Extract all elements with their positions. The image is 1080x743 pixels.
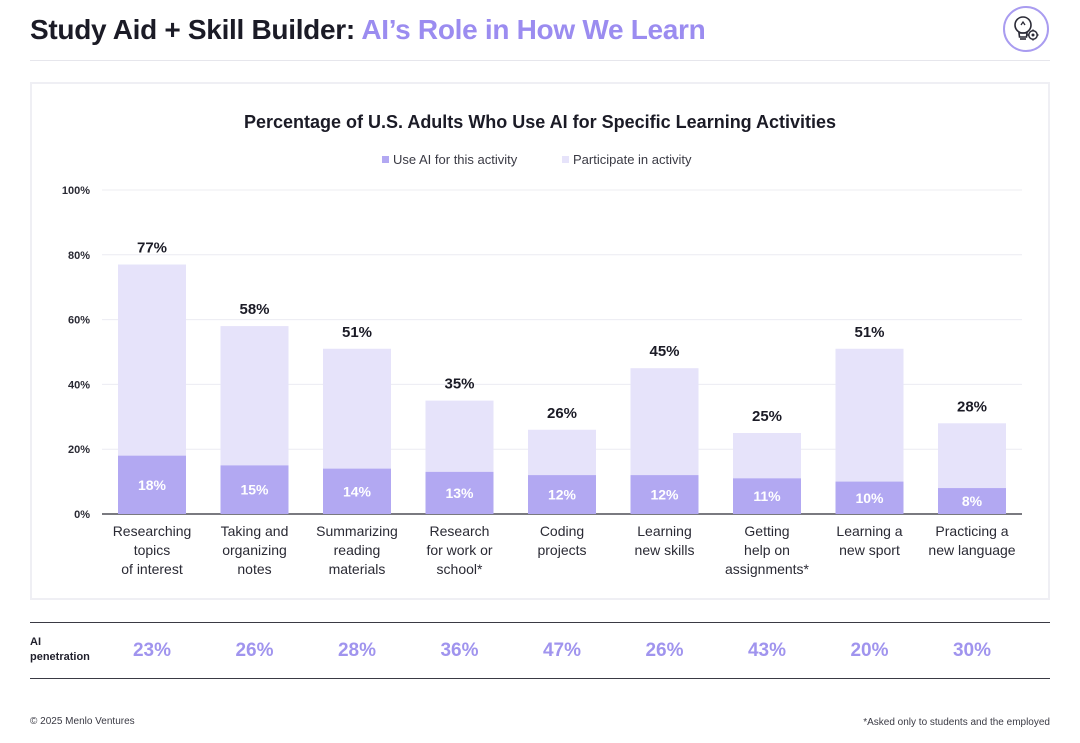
y-tick-label: 40% xyxy=(68,379,90,391)
x-category-label: of interest xyxy=(121,561,183,577)
x-category-label: Coding xyxy=(540,523,584,539)
chart-bars: 77% 18% 58% 15% 51% 14% 35% 13% 26% 12% 45% 12% 25% 1… xyxy=(118,240,1006,514)
x-category-label: for work or xyxy=(426,542,492,558)
x-category-label: Getting xyxy=(744,523,789,539)
bar-use-ai xyxy=(425,471,494,514)
penetration-value: 26% xyxy=(645,640,684,661)
data-label-participate: 26% xyxy=(547,405,577,422)
data-label-participate: 35% xyxy=(444,376,474,393)
x-category-label: notes xyxy=(237,561,271,577)
x-category-label: Research xyxy=(430,523,490,539)
data-label-use-ai: 14% xyxy=(343,483,372,499)
bar-use-ai xyxy=(323,468,391,514)
x-category-label: projects xyxy=(537,542,586,558)
x-category-label: Taking and xyxy=(221,523,289,539)
x-category-label: help on xyxy=(744,542,790,558)
bar-use-ai xyxy=(528,475,596,514)
x-category-label: reading xyxy=(334,542,381,558)
bar-use-ai xyxy=(630,475,699,514)
penetration-value: 20% xyxy=(850,640,889,661)
x-category-label: topics xyxy=(134,542,171,558)
y-tick-label: 80% xyxy=(68,250,90,262)
legend-label-0: Use AI for this activity xyxy=(393,152,518,167)
y-tick-label: 100% xyxy=(62,185,90,197)
penetration-top-rule xyxy=(30,622,1050,623)
page-title-part2: AI’s Role in How We Learn xyxy=(361,14,706,45)
bar-use-ai xyxy=(733,478,801,514)
y-tick-label: 60% xyxy=(68,315,90,327)
y-tick-label: 0% xyxy=(74,509,90,521)
data-label-participate: 25% xyxy=(752,408,782,425)
data-label-participate: 51% xyxy=(342,324,372,341)
chart-x-labels: Researching topics of interest Taking and or… xyxy=(113,523,1016,577)
bar-use-ai xyxy=(220,465,289,514)
penetration-value: 28% xyxy=(337,640,377,661)
x-category-label: school* xyxy=(437,561,483,577)
copyright: © 2025 Menlo Ventures xyxy=(30,716,135,727)
data-label-use-ai: 12% xyxy=(548,487,577,503)
penetration-value: 23% xyxy=(132,640,172,661)
x-category-label: Learning a xyxy=(836,523,902,539)
page-header: Study Aid + Skill Builder: AI’s Role in … xyxy=(30,14,706,50)
x-category-label: Summarizing xyxy=(316,523,398,539)
legend-swatch-0 xyxy=(382,156,389,163)
x-category-label: Practicing a xyxy=(935,523,1008,539)
penetration-bottom-rule xyxy=(30,678,1050,679)
chart-legend: Use AI for this activity Participate in a… xyxy=(382,152,692,167)
data-label-use-ai: 15% xyxy=(240,482,269,498)
data-label-use-ai: 18% xyxy=(138,477,167,493)
page-title: Study Aid + Skill Builder: AI’s Role in … xyxy=(30,14,706,46)
footnote: *Asked only to students and the employed xyxy=(863,717,1050,728)
data-label-use-ai: 8% xyxy=(962,493,983,509)
penetration-label-line1: AI xyxy=(30,636,41,648)
bar-use-ai xyxy=(118,455,186,514)
data-label-participate: 58% xyxy=(239,301,269,318)
data-label-use-ai: 10% xyxy=(855,490,884,506)
x-category-label: Learning xyxy=(637,523,692,539)
data-label-use-ai: 12% xyxy=(650,487,679,503)
legend-label-1: Participate in activity xyxy=(573,152,692,167)
y-tick-label: 20% xyxy=(68,444,90,456)
data-label-use-ai: 11% xyxy=(753,488,781,504)
x-category-label: new skills xyxy=(635,542,695,558)
chart-panel: Percentage of U.S. Adults Who Use AI for… xyxy=(30,82,1050,600)
x-category-label: assignments* xyxy=(725,561,810,577)
header-divider xyxy=(30,60,1050,61)
x-category-label: new language xyxy=(928,542,1015,558)
lightbulb-gear-icon xyxy=(1003,6,1049,52)
penetration-value: 43% xyxy=(747,640,787,661)
data-label-participate: 45% xyxy=(649,343,679,360)
penetration-label: AI penetration xyxy=(30,635,120,665)
learning-activities-chart: Percentage of U.S. Adults Who Use AI for… xyxy=(62,112,1022,577)
bar-use-ai xyxy=(938,488,1006,514)
x-category-label: new sport xyxy=(839,542,900,558)
data-label-use-ai: 13% xyxy=(445,485,474,501)
data-label-participate: 77% xyxy=(137,240,167,257)
data-label-participate: 51% xyxy=(854,324,884,341)
penetration-value: 36% xyxy=(440,640,479,661)
x-category-label: organizing xyxy=(222,542,287,558)
penetration-label-line2: penetration xyxy=(30,651,90,663)
page-title-part1: Study Aid + Skill Builder: xyxy=(30,14,362,45)
bar-use-ai xyxy=(835,481,904,514)
legend-swatch-1 xyxy=(562,156,569,163)
penetration-value: 30% xyxy=(952,640,992,661)
penetration-value: 47% xyxy=(542,640,582,661)
chart-title: Percentage of U.S. Adults Who Use AI for… xyxy=(244,112,836,132)
data-label-participate: 28% xyxy=(957,398,987,415)
penetration-value: 26% xyxy=(235,640,274,661)
x-category-label: Researching xyxy=(113,523,192,539)
x-category-label: materials xyxy=(329,561,386,577)
